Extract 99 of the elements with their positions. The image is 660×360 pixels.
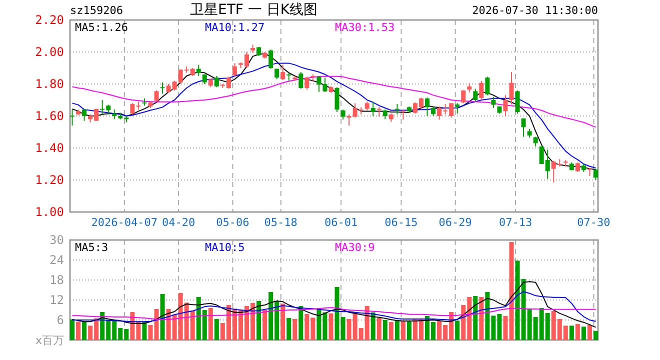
y-tick-label: 1.00 [35, 205, 64, 220]
candlestick [214, 76, 219, 88]
bar [473, 296, 478, 340]
bar [455, 320, 460, 340]
bar [376, 318, 382, 340]
line-series [72, 76, 596, 128]
bar [593, 331, 598, 340]
line-series [72, 307, 596, 320]
bar [388, 322, 394, 340]
bar [370, 312, 376, 340]
bar [82, 322, 87, 340]
bar [76, 322, 81, 340]
candlestick [154, 90, 159, 102]
candlestick [334, 86, 340, 112]
candlestick [575, 162, 580, 172]
text: 2026-07-30 11:30:00 [472, 4, 598, 17]
bar [587, 325, 592, 340]
chart-title: 卫星ETF 一 日K线图 [190, 2, 318, 18]
bar [581, 326, 586, 340]
x-tick-label: 06-29 [438, 216, 472, 229]
bar [160, 294, 165, 340]
candlestick [491, 96, 496, 108]
candlestick [232, 62, 237, 76]
candlestick [461, 90, 466, 104]
candlestick [286, 73, 292, 82]
bar [70, 319, 75, 340]
candlestick [394, 104, 400, 115]
x-tick-label: 05-18 [264, 216, 298, 229]
bar [142, 322, 147, 340]
text: MA30:1.53 [335, 21, 395, 34]
x-tick-label: 04-20 [162, 216, 196, 229]
y-tick-label: 1.80 [35, 77, 64, 92]
candlestick [370, 101, 376, 116]
candlestick [280, 64, 286, 80]
bar [400, 320, 406, 340]
candlestick [455, 102, 460, 114]
y-tick-label: 6 [56, 313, 64, 328]
bar [575, 324, 580, 340]
candlestick [382, 109, 388, 120]
y-tick-label: 2.00 [35, 45, 64, 60]
x-tick-label: 07-30 [577, 216, 610, 229]
y-tick-label: 30 [50, 233, 64, 248]
text: MA10:5 [205, 241, 245, 254]
candlestick [485, 76, 490, 96]
y-tick-label: 1.60 [35, 109, 64, 124]
x-tick-label: 05-06 [216, 216, 250, 229]
candlestick [82, 109, 87, 122]
candlestick [400, 109, 406, 120]
candlestick [521, 118, 526, 138]
bar [406, 320, 412, 340]
text: MA5:1.26 [75, 21, 128, 34]
bar [328, 313, 334, 340]
y-axis-title: x百万 [35, 334, 64, 347]
candlestick [268, 49, 274, 70]
candlestick [160, 82, 165, 94]
x-tick-label: 06-15 [384, 216, 418, 229]
candlestick [593, 168, 598, 180]
y-tick-label: 1.40 [35, 141, 64, 156]
y-tick-label: 18 [50, 273, 64, 288]
text: sz159206 [70, 4, 123, 17]
candlestick [298, 72, 304, 90]
line-series [72, 281, 596, 328]
candlestick [70, 109, 75, 126]
x-tick-label: 06-01 [324, 216, 358, 229]
bar [292, 319, 298, 340]
y-tick-label: 24 [50, 253, 64, 268]
candlestick [479, 80, 484, 100]
bar [286, 318, 292, 340]
candlestick [503, 94, 508, 116]
bar [479, 297, 484, 340]
bar [208, 308, 213, 340]
candlestick [340, 109, 346, 120]
bar [569, 326, 574, 340]
y-tick-label: 2.20 [35, 13, 64, 28]
bar [382, 320, 388, 340]
candlestick [533, 136, 538, 147]
candlestick [376, 106, 382, 118]
candlestick [515, 90, 520, 114]
bar [262, 310, 268, 340]
x-tick-label: 2026-04-07 [91, 216, 158, 229]
y-tick-label: 1.20 [35, 173, 64, 188]
candlestick [196, 64, 201, 76]
text: MA30:9 [335, 241, 375, 254]
line-series [72, 291, 596, 322]
bar [280, 304, 286, 340]
candlestick [112, 109, 117, 120]
text: MA10:1.27 [205, 21, 265, 34]
bar [214, 319, 219, 340]
candlestick [467, 82, 472, 93]
candlestick [509, 72, 514, 105]
x-tick-label: 07-13 [498, 216, 532, 229]
candlestick [304, 76, 310, 90]
candlestick [425, 97, 430, 116]
text: MA5:3 [75, 241, 108, 254]
bar [256, 301, 262, 340]
bar [394, 320, 400, 340]
bar [298, 306, 304, 340]
y-tick-label: 12 [50, 293, 64, 308]
candlestick [473, 88, 478, 102]
